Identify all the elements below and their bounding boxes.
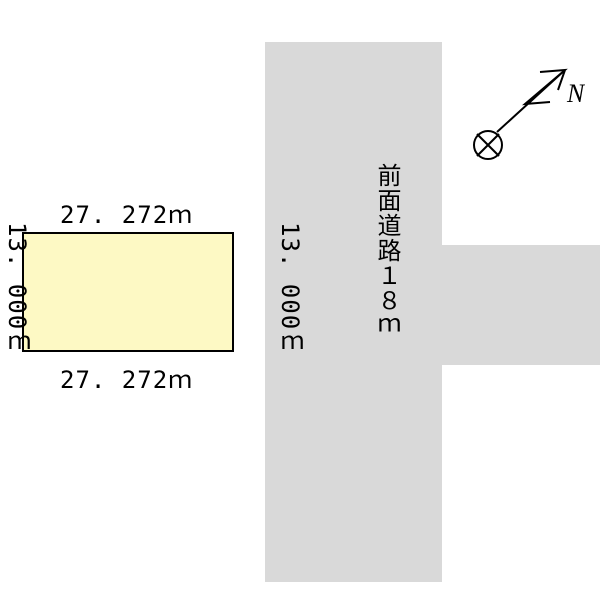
compass-svg: N xyxy=(455,60,585,170)
plot-dim-top: 27. 272ｍ xyxy=(60,195,193,230)
plot-dim-left: 13. 000ｍ xyxy=(0,222,35,355)
land-plot xyxy=(22,232,234,352)
compass-icon: N xyxy=(455,60,585,170)
road-horizontal xyxy=(442,245,600,365)
compass-n: N xyxy=(566,79,585,108)
plot-dim-bottom: 27. 272ｍ xyxy=(60,360,193,395)
plot-dim-right: 13. 000ｍ xyxy=(273,222,308,355)
road-label: 前面道路１８ｍ xyxy=(370,163,405,338)
compass-needle xyxy=(497,70,565,132)
